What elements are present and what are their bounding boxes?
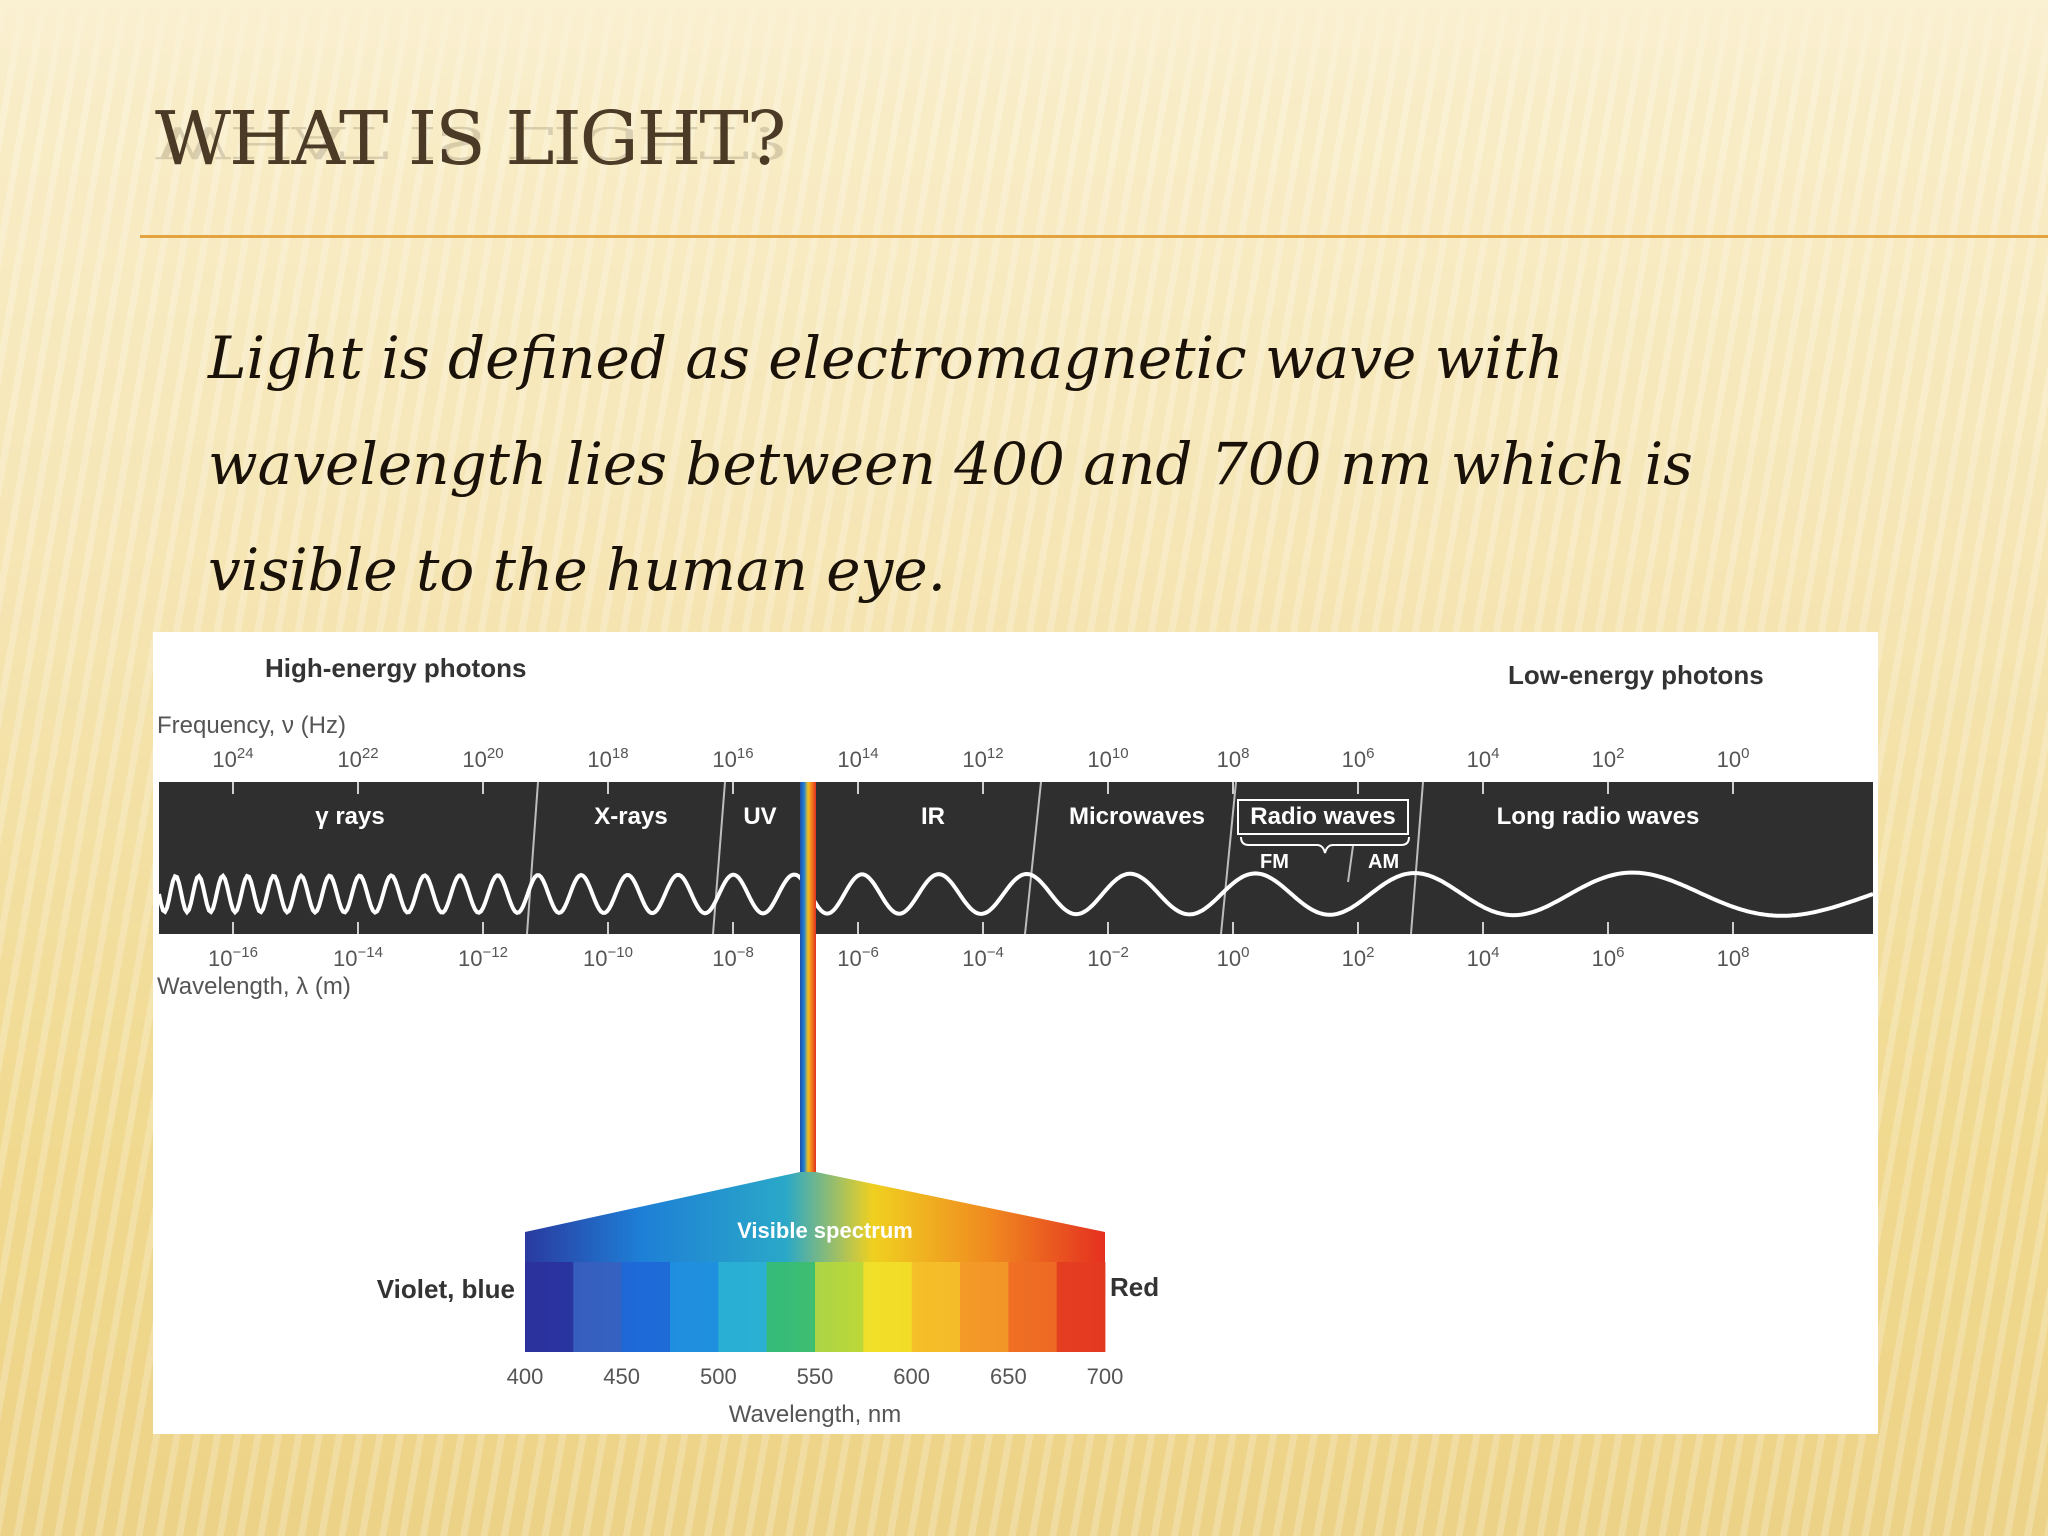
frequency-tick-label: 100 <box>1717 745 1750 772</box>
header-band <box>0 0 2048 90</box>
band-longradio-label: Long radio waves <box>1497 803 1700 830</box>
wavelength-tick-label: 10−4 <box>962 944 1004 971</box>
visible-right-label: Red <box>1110 1272 1159 1302</box>
wavelength-tick-label: 10−2 <box>1087 944 1129 971</box>
visible-tick-label: 500 <box>700 1364 737 1389</box>
frequency-tick-label: 1010 <box>1087 745 1128 772</box>
wavelength-tick-label: 10−6 <box>837 944 879 971</box>
frequency-tick-label: 106 <box>1342 745 1375 772</box>
wavelength-tick-label: 106 <box>1592 944 1625 971</box>
wavelength-tick-label: 104 <box>1467 944 1500 971</box>
visible-color-band <box>1056 1262 1106 1352</box>
visible-color-band <box>573 1262 623 1352</box>
band-radio-label: Radio waves <box>1250 803 1395 830</box>
wavelength-tick-label: 10−14 <box>333 944 383 971</box>
frequency-tick-label: 1022 <box>337 745 378 772</box>
wavelength-tick-label: 10−10 <box>583 944 633 971</box>
frequency-tick-label: 104 <box>1467 745 1500 772</box>
visible-axis-label: Wavelength, nm <box>729 1401 902 1428</box>
am-label: AM <box>1368 851 1399 873</box>
wavelength-tick-label: 100 <box>1217 944 1250 971</box>
frequency-tick-label: 108 <box>1217 745 1250 772</box>
frequency-tick-label: 1024 <box>212 745 253 772</box>
band-xrays-label: X-rays <box>594 803 667 830</box>
wavelength-axis-label: Wavelength, λ (m) <box>157 973 351 1000</box>
em-spectrum-diagram: High-energy photons Low-energy photons F… <box>153 632 1878 1434</box>
wavelength-tick-label: 10−12 <box>458 944 508 971</box>
radio-waves-box <box>1237 799 1409 835</box>
high-energy-label: High-energy photons <box>265 653 526 683</box>
visible-color-band <box>766 1262 816 1352</box>
low-energy-label: Low-energy photons <box>1508 660 1764 690</box>
visible-tick-labels: 400 450 500 550 600 650 700 <box>507 1364 1124 1389</box>
visible-left-label: Violet, blue <box>377 1274 515 1304</box>
visible-color-band <box>718 1262 768 1352</box>
band-gamma-label: γ rays <box>315 803 384 830</box>
band-tick-marks <box>232 782 1734 934</box>
frequency-tick-label: 1012 <box>962 745 1003 772</box>
visible-tick-label: 650 <box>990 1364 1027 1389</box>
em-wave <box>157 870 1874 918</box>
visible-color-band <box>911 1262 961 1352</box>
band-microwaves-label: Microwaves <box>1069 803 1205 830</box>
visible-color-bands <box>525 1262 1106 1352</box>
visible-color-band <box>525 1262 574 1352</box>
fm-am-divider <box>1347 845 1354 883</box>
visible-tick-label: 550 <box>797 1364 834 1389</box>
fm-label: FM <box>1260 851 1289 873</box>
visible-color-band <box>1008 1262 1058 1352</box>
visible-tick-label: 400 <box>507 1364 544 1389</box>
band-ir-label: IR <box>921 803 945 830</box>
visible-color-band <box>621 1262 671 1352</box>
visible-tick-label: 600 <box>893 1364 930 1389</box>
wavelength-tick-labels: 10−16 10−14 10−12 10−10 10−8 10−6 10−4 10−2 100 1… <box>208 944 1749 971</box>
frequency-tick-label: 1014 <box>837 745 878 772</box>
wavelength-tick-label: 10−8 <box>712 944 754 971</box>
visible-tick-label: 450 <box>603 1364 640 1389</box>
frequency-tick-label: 102 <box>1592 745 1625 772</box>
wavelength-tick-label: 108 <box>1717 944 1750 971</box>
visible-color-band <box>960 1262 1009 1352</box>
slide-title: WHAT IS LIGHT? <box>155 96 786 182</box>
band-separators <box>526 781 1424 935</box>
visible-color-band <box>815 1262 864 1352</box>
title-divider <box>140 235 2048 238</box>
frequency-tick-labels: 1024 1022 1020 1018 1016 1014 1012 1010 108 106 10… <box>212 745 1749 772</box>
visible-slit <box>800 782 816 1182</box>
visible-color-band <box>670 1262 719 1352</box>
wavelength-tick-label: 102 <box>1342 944 1375 971</box>
visible-color-band <box>863 1262 913 1352</box>
visible-tick-label: 700 <box>1087 1364 1124 1389</box>
frequency-tick-label: 1020 <box>462 745 503 772</box>
band-uv-label: UV <box>743 803 776 830</box>
radio-brace <box>1240 836 1410 854</box>
frequency-axis-label: Frequency, ν (Hz) <box>157 712 346 739</box>
wavelength-tick-label: 10−16 <box>208 944 258 971</box>
slide-title-reflection: WHAT IS LIGHT? <box>155 116 785 168</box>
frequency-tick-label: 1018 <box>587 745 628 772</box>
visible-spectrum-title: Visible spectrum <box>737 1218 913 1243</box>
frequency-tick-label: 1016 <box>712 745 753 772</box>
slide-body-text: Light is defined as electromagnetic wave… <box>208 324 1693 604</box>
